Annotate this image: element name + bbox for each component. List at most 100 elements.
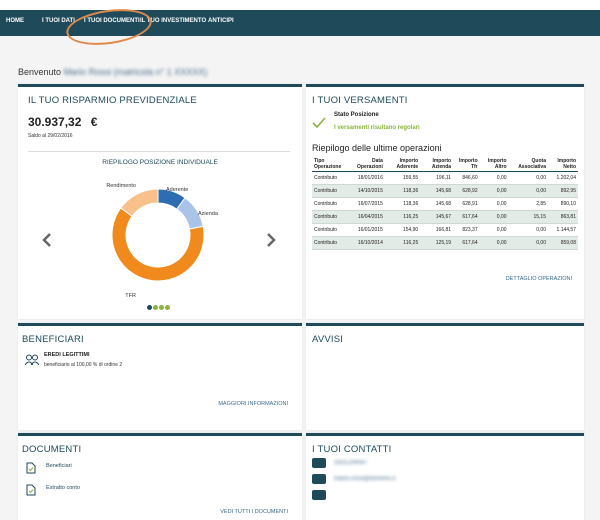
table-cell: 116,25: [384, 236, 421, 250]
table-cell: 617,64: [453, 210, 480, 224]
table-cell: Contributo: [312, 210, 350, 224]
table-cell: 859,08: [547, 236, 578, 250]
table-cell: 0,00: [479, 236, 509, 250]
table-cell: 16/01/2015: [349, 223, 385, 237]
user-name: Mario Rossi (matricola n° 1 XXXXX): [63, 67, 208, 77]
operations-table: Tipo Operazione Data Operazioni Importo …: [312, 157, 578, 250]
address-contact-icon: [312, 490, 326, 500]
chevron-left-icon[interactable]: [42, 233, 52, 247]
dettaglio-operazioni-link[interactable]: DETTAGLIO OPERAZIONI: [505, 276, 572, 282]
chevron-right-icon[interactable]: [266, 233, 276, 247]
nav-il-tuo-investimento[interactable]: IL TUO INVESTIMENTO: [140, 18, 207, 24]
table-cell: 125,19: [420, 236, 454, 250]
column-header: Quota Associativa: [508, 157, 548, 172]
document-icon: [26, 462, 36, 474]
carousel-dot[interactable]: [159, 305, 164, 310]
nav-i-tuoi-documenti[interactable]: I TUOI DOCUMENTI: [84, 18, 140, 24]
versamenti-card: I TUOI VERSAMENTI Stato Posizione I vers…: [306, 84, 584, 319]
main-navigation: HOME I TUOI DATI I TUOI DOCUMENTI IL TUO…: [0, 10, 600, 36]
table-cell: 0,00: [479, 210, 509, 224]
check-icon: [312, 117, 326, 129]
status-text: I versamenti risultano regolari: [334, 125, 420, 131]
phone-contact-icon: [312, 458, 326, 468]
pie-slice-tfr: [111, 207, 205, 282]
table-row: Contributo 16/01/2015 154,90 166,81 823,37 0,…: [312, 223, 578, 237]
nav-anticipi[interactable]: ANTICIPI: [208, 18, 234, 24]
pie-label: TFR: [125, 293, 136, 299]
table-cell: 2,85: [508, 197, 548, 211]
documento-estratto-conto[interactable]: Estratto conto: [46, 485, 80, 491]
table-cell: 1.202,04: [547, 171, 578, 185]
carousel-dot[interactable]: [153, 305, 158, 310]
avvisi-card: AVVISI: [306, 323, 584, 430]
beneficiari-text: beneficiario al 100,00 % di ordine 2: [44, 362, 123, 368]
table-cell: 0,00: [508, 236, 548, 250]
contact-email: mario.rossi@dominio.it: [334, 476, 396, 482]
risparmio-currency: €: [90, 115, 98, 129]
table-cell: 846,60: [453, 171, 480, 185]
contact-phone: 3331234567: [334, 460, 368, 466]
table-cell: Contributo: [312, 197, 350, 211]
pie-label: Aderente: [166, 187, 188, 193]
maggiori-informazioni-link[interactable]: MAGGIORI INFORMAZIONI: [218, 401, 288, 407]
table-cell: Contributo: [312, 171, 350, 185]
risparmio-divider: [28, 151, 290, 152]
people-icon: [24, 354, 40, 366]
table-cell: Contributo: [312, 236, 350, 250]
versamenti-title: I TUOI VERSAMENTI: [312, 95, 408, 106]
table-cell: 145,67: [420, 210, 454, 224]
table-cell: 196,11: [420, 171, 454, 185]
pie-label: Rendimento: [106, 183, 136, 189]
table-cell: 118,36: [384, 197, 421, 211]
table-row: Contributo 16/04/2015 116,25 145,67 617,64 0,…: [312, 210, 578, 224]
table-cell: 892,95: [547, 184, 578, 198]
documento-beneficiari[interactable]: Beneficiari: [46, 463, 72, 469]
welcome-label: Benvenuto: [18, 67, 62, 77]
table-cell: 628,92: [453, 184, 480, 198]
table-row: Contributo 16/10/2014 116,25 125,19 617,64 0,…: [312, 236, 578, 250]
contatti-title: I TUOI CONTATTI: [312, 444, 392, 455]
beneficiari-title: BENEFICIARI: [22, 334, 84, 345]
table-cell: 0,00: [508, 223, 548, 237]
table-cell: 1.144,57: [547, 223, 578, 237]
table-cell: 0,00: [479, 223, 509, 237]
table-cell: 863,81: [547, 210, 578, 224]
table-cell: 0,00: [479, 184, 509, 198]
carousel-dot[interactable]: [147, 305, 152, 310]
column-header: Data Operazioni: [349, 157, 385, 172]
saldo-date: Saldo al 29/02/2016: [28, 133, 73, 139]
vedi-tutti-documenti-link[interactable]: VEDI TUTTI I DOCUMENTI: [220, 509, 288, 515]
table-cell: 0,00: [508, 184, 548, 198]
table-row: Contributo 14/10/2015 118,36 145,68 628,92 0,…: [312, 184, 578, 198]
pie-chart: Aderente Azienda TFR Rendimento: [106, 183, 218, 299]
document-icon: [26, 484, 36, 496]
risparmio-amount: 30.937,32: [28, 115, 82, 129]
contatti-card: I TUOI CONTATTI 3331234567 mario.rossi@d…: [306, 433, 584, 520]
table-cell: 617,64: [453, 236, 480, 250]
email-contact-icon: [312, 474, 326, 484]
carousel-dot[interactable]: [165, 305, 170, 310]
risparmio-card: IL TUO RISPARMIO PREVIDENZIALE 30.937,32…: [18, 84, 302, 319]
documenti-card: DOCUMENTI Beneficiari Estratto conto VED…: [18, 433, 302, 520]
nav-home[interactable]: HOME: [6, 18, 24, 24]
avvisi-title: AVVISI: [312, 334, 344, 345]
top-strip: [0, 0, 600, 10]
table-cell: 154,90: [384, 223, 421, 237]
beneficiari-card: BENEFICIARI EREDI LEGITTIMI beneficiario…: [18, 323, 302, 430]
table-cell: 15,15: [508, 210, 548, 224]
table-cell: 145,68: [420, 184, 454, 198]
table-cell: 0,00: [508, 171, 548, 185]
pie-slice-rendimento: [120, 188, 159, 217]
nav-i-tuoi-dati[interactable]: I TUOI DATI: [42, 18, 75, 24]
risparmio-title: IL TUO RISPARMIO PREVIDENZIALE: [28, 95, 197, 106]
table-row: Contributo 16/07/2015 118,36 145,68 628,91 0,…: [312, 197, 578, 211]
table-header-row: Tipo Operazione Data Operazioni Importo …: [312, 157, 578, 172]
table-cell: 159,55: [384, 171, 421, 185]
documenti-title: DOCUMENTI: [22, 444, 82, 455]
column-header: Importo Tfr: [453, 157, 480, 172]
table-cell: 890,10: [547, 197, 578, 211]
table-cell: 16/07/2015: [349, 197, 385, 211]
table-cell: 18/01/2016: [349, 171, 385, 185]
table-cell: 166,81: [420, 223, 454, 237]
risparmio-amount-row: 30.937,32 €: [28, 115, 97, 129]
